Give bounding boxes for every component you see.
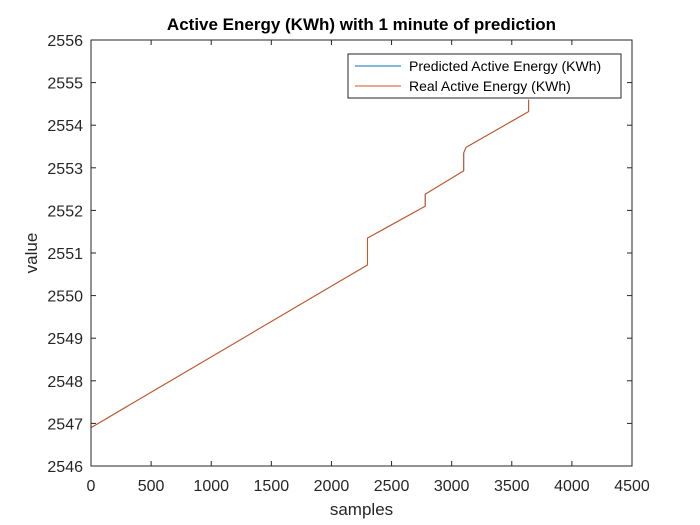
y-tick-label: 2553 xyxy=(47,161,83,178)
x-tick-label: 3500 xyxy=(494,478,530,495)
x-axis-label: samples xyxy=(330,500,393,519)
x-tick-label: 3000 xyxy=(434,478,470,495)
y-tick-label: 2552 xyxy=(47,203,83,220)
plot-box xyxy=(90,39,633,467)
chart-title: Active Energy (KWh) with 1 minute of pre… xyxy=(167,15,556,34)
ticks-layer: 0 500 1000 1500 2000 2500 3000 3500 4000 4500 2546… xyxy=(47,33,649,495)
x-tick-label: 2500 xyxy=(374,478,410,495)
x-tick-label: 500 xyxy=(138,478,165,495)
x-tick-label: 1500 xyxy=(254,478,290,495)
y-tick-label: 2546 xyxy=(47,459,83,476)
y-tick-label: 2548 xyxy=(47,374,83,391)
x-tick-label: 4000 xyxy=(554,478,590,495)
legend-box xyxy=(347,53,622,99)
series-line-real xyxy=(90,99,530,429)
y-tick-label: 2556 xyxy=(47,33,83,50)
y-tick-label: 2549 xyxy=(47,331,83,348)
series-layer xyxy=(90,99,530,429)
y-tick-label: 2555 xyxy=(47,76,83,93)
legend-label-predicted: Predicted Active Energy (KWh) xyxy=(409,58,601,74)
y-tick-label: 2551 xyxy=(47,246,83,263)
x-tick-label: 1000 xyxy=(193,478,229,495)
plot-area xyxy=(91,40,632,466)
y-tick-label: 2550 xyxy=(47,289,83,306)
x-tick-label: 4500 xyxy=(614,478,650,495)
legend-label-real: Real Active Energy (KWh) xyxy=(409,78,571,94)
legend: Predicted Active Energy (KWh) Real Activ… xyxy=(347,53,622,99)
x-tick-label: 2000 xyxy=(314,478,350,495)
y-tick-label: 2547 xyxy=(47,416,83,433)
y-axis-label: value xyxy=(22,233,41,274)
y-tick-label: 2554 xyxy=(47,118,83,135)
x-tick-label: 0 xyxy=(87,478,96,495)
